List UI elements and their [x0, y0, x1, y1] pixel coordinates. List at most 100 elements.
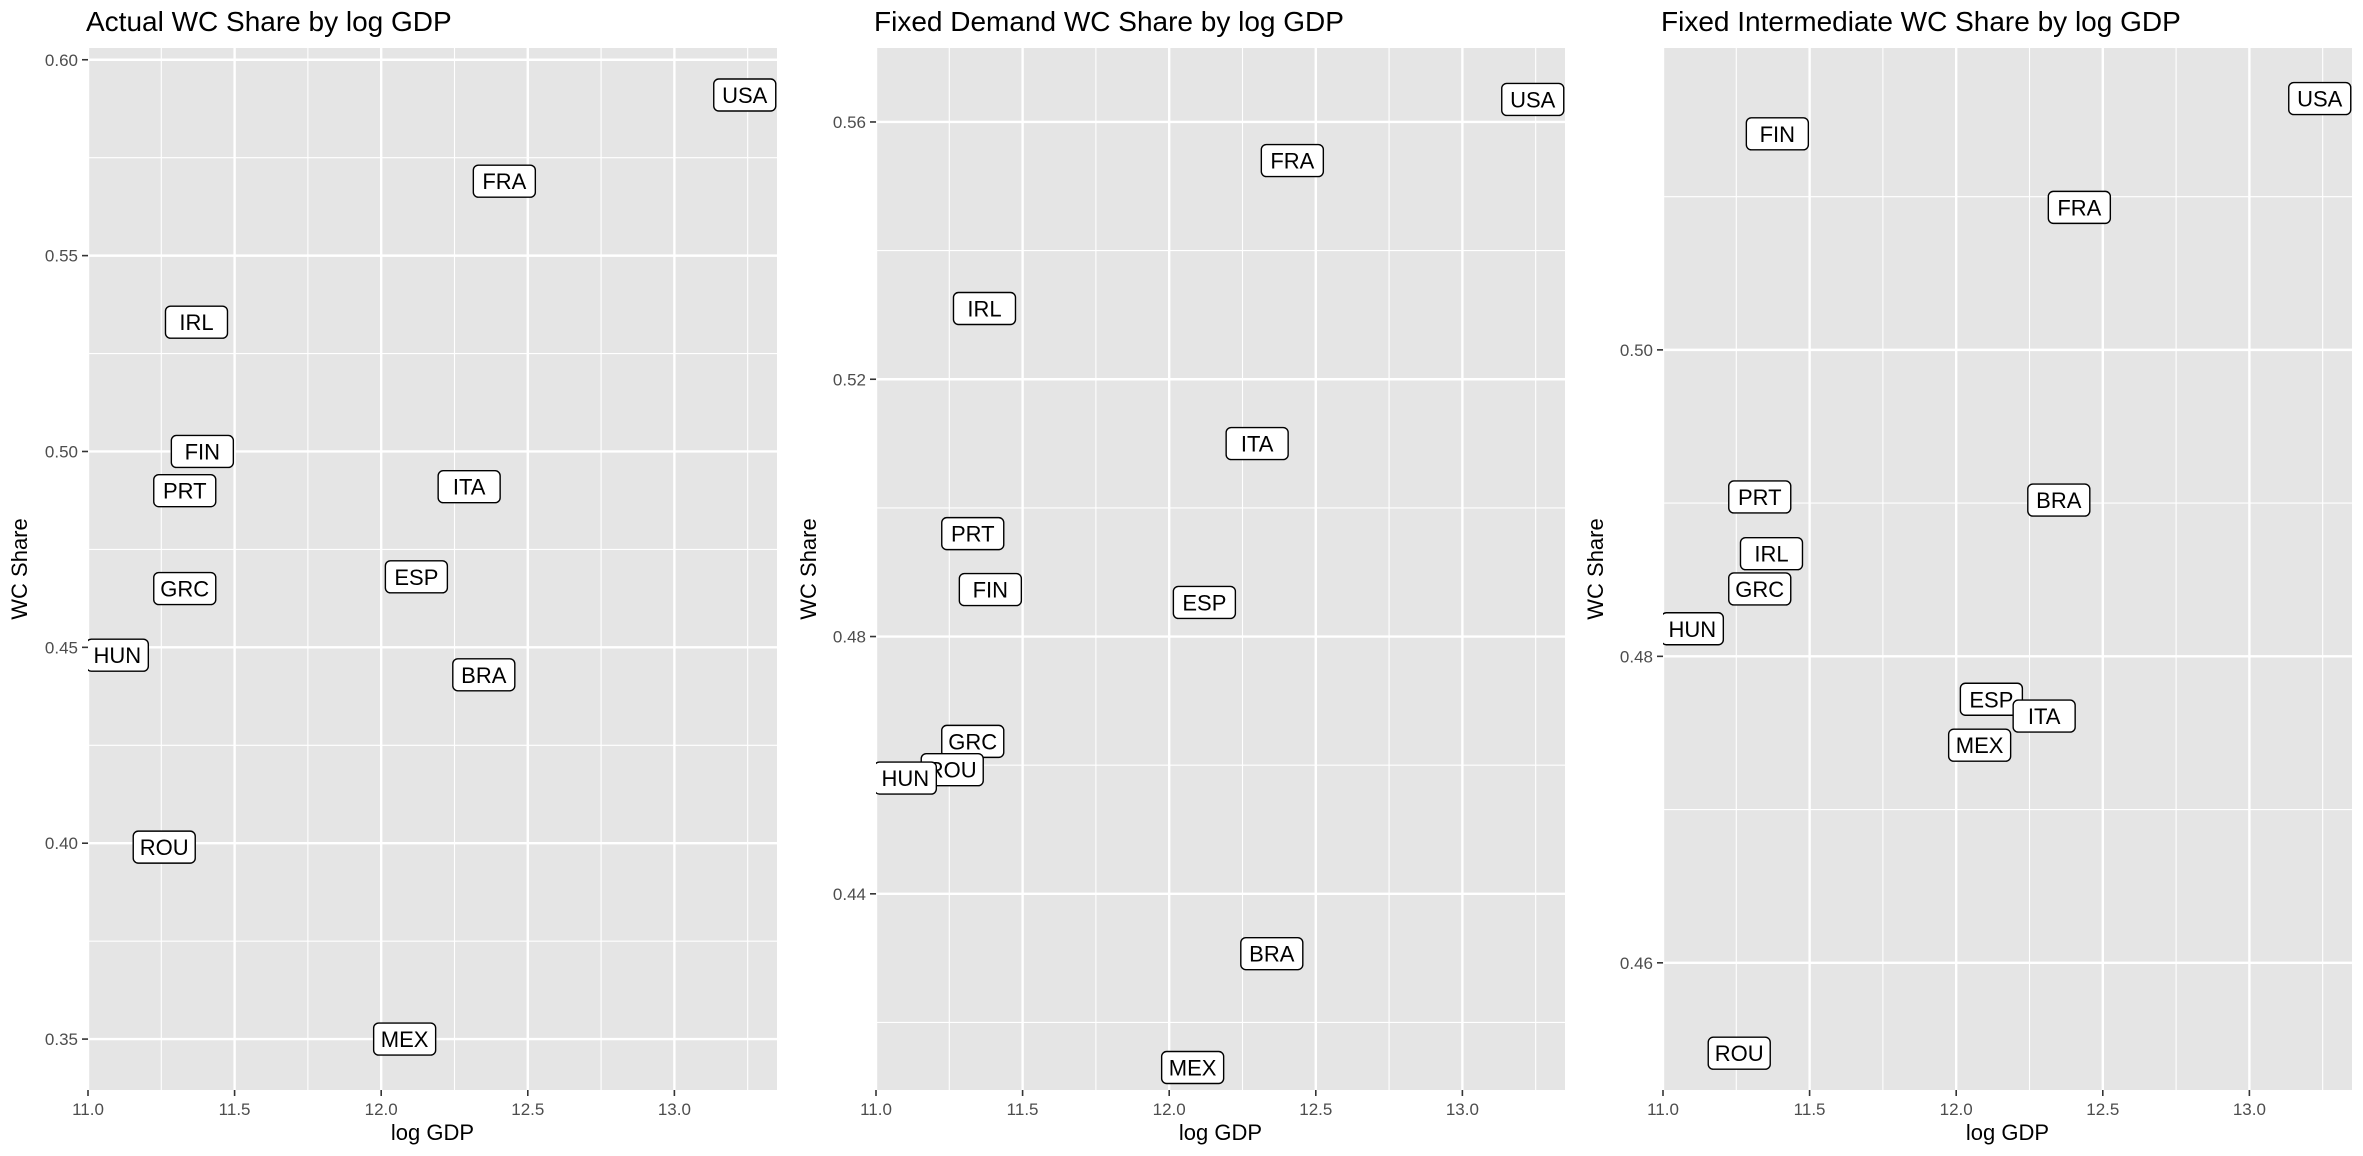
point-label-fin: FIN — [170, 434, 235, 469]
point-label-box — [170, 434, 235, 469]
point-label-grc: GRC — [1728, 572, 1792, 606]
point-label-esp: ESP — [1172, 585, 1237, 620]
point-label-text: FRA — [482, 169, 526, 194]
point-label-text: FIN — [1760, 122, 1795, 147]
point-label-text: ROU — [140, 835, 189, 860]
point-label-fra: FRA — [1260, 143, 1325, 178]
y-tick-label: 0.46 — [1620, 954, 1653, 973]
chart-title: Actual WC Share by log GDP — [86, 6, 452, 37]
point-label-usa: USA — [713, 78, 777, 112]
point-label-text: ESP — [1182, 590, 1226, 615]
point-label-text: MEX — [1956, 733, 2004, 758]
point-label-box — [1663, 612, 1725, 646]
point-label-text: ESP — [394, 565, 438, 590]
x-axis-title: log GDP — [1966, 1120, 2049, 1145]
point-label-text: GRC — [948, 729, 997, 754]
point-label-box — [1728, 572, 1792, 606]
point-label-bra: BRA — [1240, 936, 1304, 971]
point-label-fra: FRA — [472, 164, 537, 198]
y-axis-title: WC Share — [1583, 518, 1608, 619]
point-label-text: FRA — [2057, 195, 2101, 220]
point-label-box — [1501, 82, 1565, 117]
point-label-text: ROU — [1715, 1041, 1764, 1066]
x-tick-label: 11.5 — [1794, 1100, 1826, 1119]
point-label-box — [88, 638, 150, 672]
point-label-irl: IRL — [164, 305, 229, 339]
point-label-text: HUN — [93, 643, 141, 668]
point-label-box — [958, 572, 1023, 607]
x-tick-label: 11.0 — [72, 1100, 104, 1119]
point-label-text: GRC — [1735, 577, 1784, 602]
point-label-hun: HUN — [88, 638, 150, 672]
point-label-rou: ROU — [1707, 1036, 1771, 1070]
point-label-box — [164, 305, 229, 339]
point-label-text: FRA — [1270, 149, 1314, 174]
y-tick-label: 0.55 — [45, 247, 78, 266]
x-axis-title: log GDP — [1179, 1120, 1262, 1145]
y-tick-label: 0.52 — [833, 370, 866, 389]
point-label-text: IRL — [1754, 542, 1788, 567]
point-label-esp: ESP — [1959, 682, 2024, 716]
y-tick-label: 0.44 — [833, 885, 866, 904]
y-tick-label: 0.56 — [833, 113, 866, 132]
point-label-box — [1160, 1050, 1225, 1085]
point-label-esp: ESP — [384, 560, 449, 594]
point-label-text: BRA — [461, 663, 507, 688]
point-label-text: IRL — [967, 297, 1001, 322]
point-label-mex: MEX — [1160, 1050, 1225, 1085]
panel-3: 11.0 11.5 12.0 12.5 13.0 0.46 0.48 0.50 Fixed In… — [1583, 6, 2352, 1145]
point-label-text: FIN — [185, 439, 220, 464]
point-label-bra: BRA — [452, 658, 516, 692]
point-label-text: USA — [722, 83, 768, 108]
point-label-text: HUN — [881, 766, 929, 791]
x-tick-label: 13.0 — [2233, 1100, 2266, 1119]
point-label-box — [941, 516, 1005, 551]
point-label-text: PRT — [163, 479, 207, 504]
y-axis-title: WC Share — [796, 518, 821, 619]
x-tick-label: 12.5 — [511, 1100, 544, 1119]
point-label-bra: BRA — [2027, 483, 2091, 517]
point-labels: USA FRA IRL FIN PRT ITA ESP GRC HUN BRA ROU MEX — [88, 78, 777, 1056]
point-label-box — [153, 571, 217, 606]
x-tick-label: 13.0 — [1446, 1100, 1479, 1119]
point-label-box — [1172, 585, 1237, 620]
point-label-usa: USA — [2288, 81, 2352, 116]
point-labels: USA FIN FRA PRT BRA IRL GRC HUN ESP ITA MEX ROU — [1663, 81, 2352, 1070]
point-label-box — [1745, 117, 1810, 151]
point-label-text: HUN — [1668, 617, 1716, 642]
point-label-box — [952, 291, 1017, 326]
point-label-prt: PRT — [153, 473, 217, 508]
point-label-rou: ROU — [132, 830, 196, 864]
x-tick-label: 12.5 — [1299, 1100, 1332, 1119]
x-tick-label: 11.5 — [219, 1100, 251, 1119]
point-label-box — [2288, 81, 2352, 116]
point-label-box — [437, 470, 501, 504]
point-label-grc: GRC — [153, 571, 217, 606]
plot-background — [876, 48, 1565, 1090]
point-label-box — [2012, 699, 2076, 733]
y-tick-label: 0.48 — [1620, 647, 1653, 666]
x-tick-label: 11.5 — [1007, 1100, 1039, 1119]
point-label-fin: FIN — [958, 572, 1023, 607]
point-label-box — [384, 560, 449, 594]
point-label-box — [472, 164, 537, 198]
point-label-text: USA — [1510, 87, 1556, 112]
x-tick-label: 11.0 — [1647, 1100, 1679, 1119]
point-label-box — [876, 761, 938, 795]
panel-2: 11.0 11.5 12.0 12.5 13.0 0.44 0.48 0.52 0.56 Fixe… — [796, 6, 1565, 1145]
point-label-fra: FRA — [2047, 190, 2112, 225]
point-label-irl: IRL — [952, 291, 1017, 326]
point-label-box — [452, 658, 516, 692]
point-label-ita: ITA — [1225, 426, 1289, 461]
point-label-prt: PRT — [941, 516, 1005, 551]
point-label-mex: MEX — [1947, 728, 2012, 762]
y-axis-title: WC Share — [7, 518, 32, 619]
y-tick-label: 0.48 — [833, 628, 866, 647]
point-label-text: GRC — [160, 577, 209, 602]
point-label-box — [1959, 682, 2024, 716]
point-label-grc: GRC — [941, 724, 1005, 759]
point-label-box — [1225, 426, 1289, 461]
point-label-box — [713, 78, 777, 112]
point-label-ita: ITA — [2012, 699, 2076, 733]
